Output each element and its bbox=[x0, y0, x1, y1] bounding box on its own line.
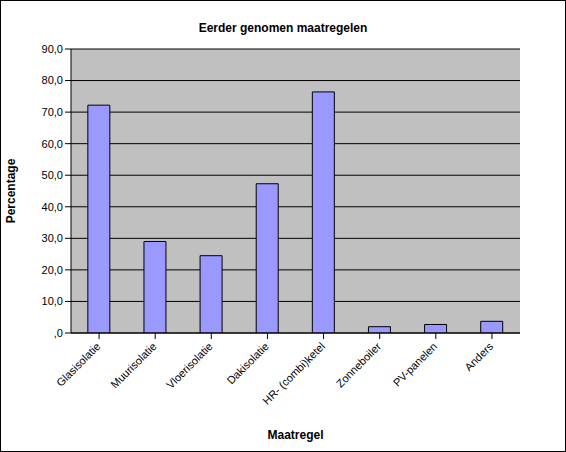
svg-text:70,0: 70,0 bbox=[42, 106, 63, 118]
svg-text:Muurisolatie: Muurisolatie bbox=[108, 340, 158, 390]
svg-text:80,0: 80,0 bbox=[42, 74, 63, 86]
svg-text:50,0: 50,0 bbox=[42, 169, 63, 181]
svg-text:30,0: 30,0 bbox=[42, 232, 63, 244]
svg-text:40,0: 40,0 bbox=[42, 201, 63, 213]
svg-text:Glasisolatie: Glasisolatie bbox=[54, 340, 103, 389]
svg-text:Dakisolatie: Dakisolatie bbox=[224, 340, 271, 387]
svg-text:Zonneboiler: Zonneboiler bbox=[334, 340, 384, 390]
svg-text:Vloerisolatie: Vloerisolatie bbox=[164, 340, 215, 391]
svg-text:10,0: 10,0 bbox=[42, 295, 63, 307]
svg-text:HR- (combi)ketel: HR- (combi)ketel bbox=[260, 340, 327, 407]
svg-text:60,0: 60,0 bbox=[42, 138, 63, 150]
svg-text:Anders: Anders bbox=[462, 340, 495, 373]
svg-text:90,0: 90,0 bbox=[42, 43, 63, 55]
svg-text:PV-panelen: PV-panelen bbox=[391, 340, 440, 389]
html-text:Eerder genomen maatregelen: Eerder genomen maatregelen bbox=[198, 21, 368, 35]
svg-text:Maatregel: Maatregel bbox=[267, 428, 323, 442]
svg-text:Percentage: Percentage bbox=[8, 158, 18, 223]
svg-text:,0: ,0 bbox=[54, 327, 63, 339]
svg-text:20,0: 20,0 bbox=[42, 264, 63, 276]
